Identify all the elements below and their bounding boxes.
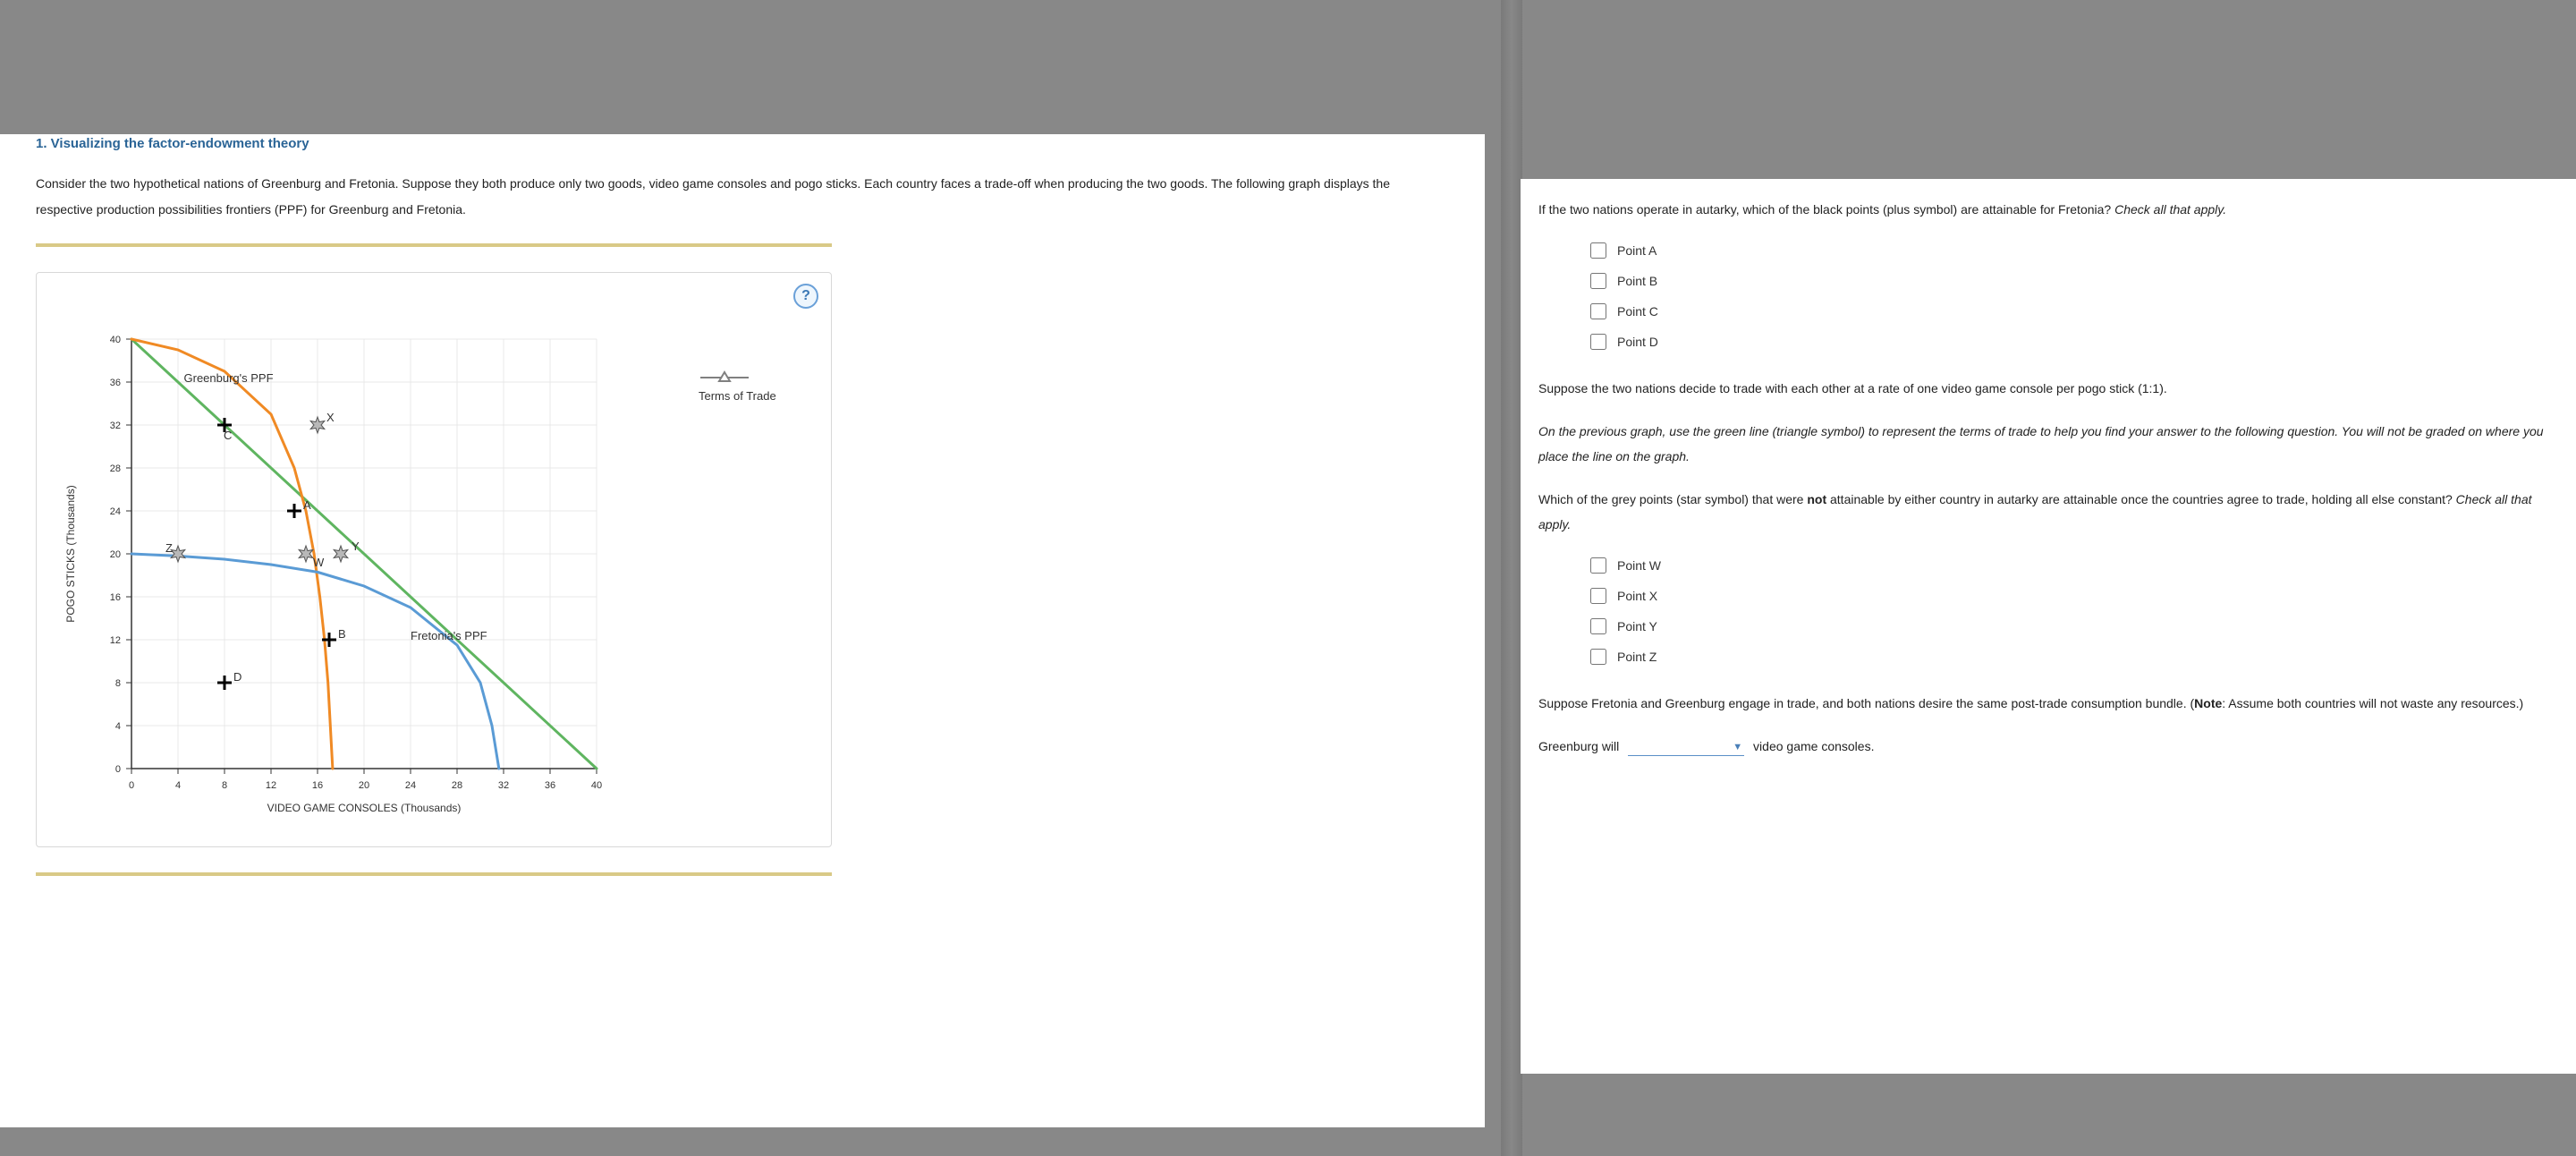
q2-bold: not (1807, 492, 1826, 506)
q2-prompt: Which of the grey points (star symbol) t… (1538, 487, 2549, 537)
svg-text:D: D (233, 670, 242, 684)
q2-option-row-0: Point W (1587, 555, 2549, 576)
left-page: 1. Visualizing the factor-endowment theo… (0, 134, 1485, 1127)
q1-option-checkbox-1[interactable] (1590, 273, 1606, 289)
q2-option-row-1: Point X (1587, 585, 2549, 607)
q3-pre: Suppose Fretonia and Greenburg engage in… (1538, 696, 2194, 710)
svg-text:W: W (313, 556, 325, 569)
q1-option-checkbox-0[interactable] (1590, 242, 1606, 259)
q1-prompt: If the two nations operate in autarky, w… (1538, 197, 2549, 222)
svg-text:40: 40 (110, 335, 121, 345)
q2-option-label-1: Point X (1617, 589, 1657, 603)
fill-post: video game consoles. (1753, 739, 1874, 753)
q1-text: If the two nations operate in autarky, w… (1538, 202, 2111, 217)
svg-text:20: 20 (110, 549, 121, 560)
svg-text:24: 24 (110, 506, 121, 517)
q1-option-label-1: Point B (1617, 274, 1657, 288)
q2-option-row-3: Point Z (1587, 646, 2549, 667)
trade-rate-text: Suppose the two nations decide to trade … (1538, 376, 2549, 401)
svg-text:Z: Z (165, 541, 173, 555)
q2-pre: Which of the grey points (star symbol) t… (1538, 492, 1807, 506)
q1-option-row-1: Point B (1587, 270, 2549, 292)
graph-instruction: On the previous graph, use the green lin… (1538, 419, 2549, 469)
q1-option-label-3: Point D (1617, 335, 1658, 349)
q2-option-checkbox-3[interactable] (1590, 649, 1606, 665)
svg-text:C: C (224, 429, 232, 442)
q2-options: Point W Point X Point Y Point Z (1587, 555, 2549, 667)
svg-text:24: 24 (405, 780, 416, 791)
q3-note-body: : Assume both countries will not waste a… (2222, 696, 2523, 710)
svg-text:Fretonia's PPF: Fretonia's PPF (411, 629, 487, 642)
svg-text:8: 8 (115, 678, 121, 689)
q1-option-row-0: Point A (1587, 240, 2549, 261)
q2-option-label-3: Point Z (1617, 650, 1657, 664)
svg-text:32: 32 (110, 421, 121, 431)
q1-option-label-0: Point A (1617, 243, 1657, 258)
help-button[interactable]: ? (793, 284, 818, 309)
q2-option-checkbox-0[interactable] (1590, 557, 1606, 574)
svg-text:32: 32 (498, 780, 509, 791)
chart-frame: ? 0 4 8 12 16 20 24 28 32 36 40 0 4 8 12 16 20 24 28 32 36 40… (36, 272, 832, 847)
ppf-chart[interactable]: 0 4 8 12 16 20 24 28 32 36 40 0 4 8 12 16 20 24 28 32 36 40 VI… (49, 285, 820, 840)
svg-text:X: X (326, 411, 335, 424)
q3-note-label: Note (2194, 696, 2222, 710)
svg-text:8: 8 (222, 780, 227, 791)
q1-options: Point A Point B Point C Point D (1587, 240, 2549, 353)
terms-of-trade-label: Terms of Trade (699, 389, 776, 403)
svg-text:VIDEO GAME CONSOLES (Thousands: VIDEO GAME CONSOLES (Thousands) (267, 802, 462, 814)
terms-of-trade-legend[interactable]: Terms of Trade (699, 370, 776, 403)
intro-paragraph: Consider the two hypothetical nations of… (36, 171, 1449, 224)
q2-post: attainable by either country in autarky … (1826, 492, 2453, 506)
q2-option-checkbox-2[interactable] (1590, 618, 1606, 634)
svg-text:36: 36 (545, 780, 555, 791)
svg-text:28: 28 (110, 463, 121, 474)
gold-divider-bottom (36, 872, 832, 876)
svg-text:4: 4 (115, 721, 121, 732)
right-page: If the two nations operate in autarky, w… (1521, 179, 2576, 1074)
svg-text:Y: Y (352, 540, 360, 553)
svg-text:B: B (338, 627, 346, 641)
q1-check-all: Check all that apply. (2114, 202, 2226, 217)
svg-text:16: 16 (312, 780, 323, 791)
svg-text:16: 16 (110, 592, 121, 603)
q1-option-checkbox-2[interactable] (1590, 303, 1606, 319)
fill-blank-row: Greenburg will video game consoles. (1538, 734, 2549, 759)
q1-option-checkbox-3[interactable] (1590, 334, 1606, 350)
svg-text:28: 28 (452, 780, 462, 791)
fill-blank-dropdown[interactable] (1628, 738, 1744, 756)
svg-text:0: 0 (115, 764, 121, 775)
svg-text:20: 20 (359, 780, 369, 791)
page-divider (1501, 0, 1522, 1156)
svg-text:12: 12 (266, 780, 276, 791)
fill-pre: Greenburg will (1538, 739, 1619, 753)
q1-option-label-2: Point C (1617, 304, 1658, 319)
gold-divider-top (36, 243, 832, 247)
svg-text:A: A (303, 498, 311, 512)
q1-option-row-3: Point D (1587, 331, 2549, 353)
svg-text:0: 0 (129, 780, 134, 791)
q2-option-label-0: Point W (1617, 558, 1661, 573)
question-title: 1. Visualizing the factor-endowment theo… (36, 134, 1449, 151)
q3-prompt: Suppose Fretonia and Greenburg engage in… (1538, 691, 2549, 716)
svg-text:4: 4 (175, 780, 181, 791)
svg-text:Greenburg's PPF: Greenburg's PPF (184, 371, 274, 385)
q1-option-row-2: Point C (1587, 301, 2549, 322)
svg-text:POGO STICKS (Thousands): POGO STICKS (Thousands) (64, 485, 77, 622)
q2-option-checkbox-1[interactable] (1590, 588, 1606, 604)
q2-option-row-2: Point Y (1587, 616, 2549, 637)
q2-option-label-2: Point Y (1617, 619, 1657, 633)
svg-text:36: 36 (110, 378, 121, 388)
svg-text:40: 40 (591, 780, 602, 791)
svg-text:12: 12 (110, 635, 121, 646)
